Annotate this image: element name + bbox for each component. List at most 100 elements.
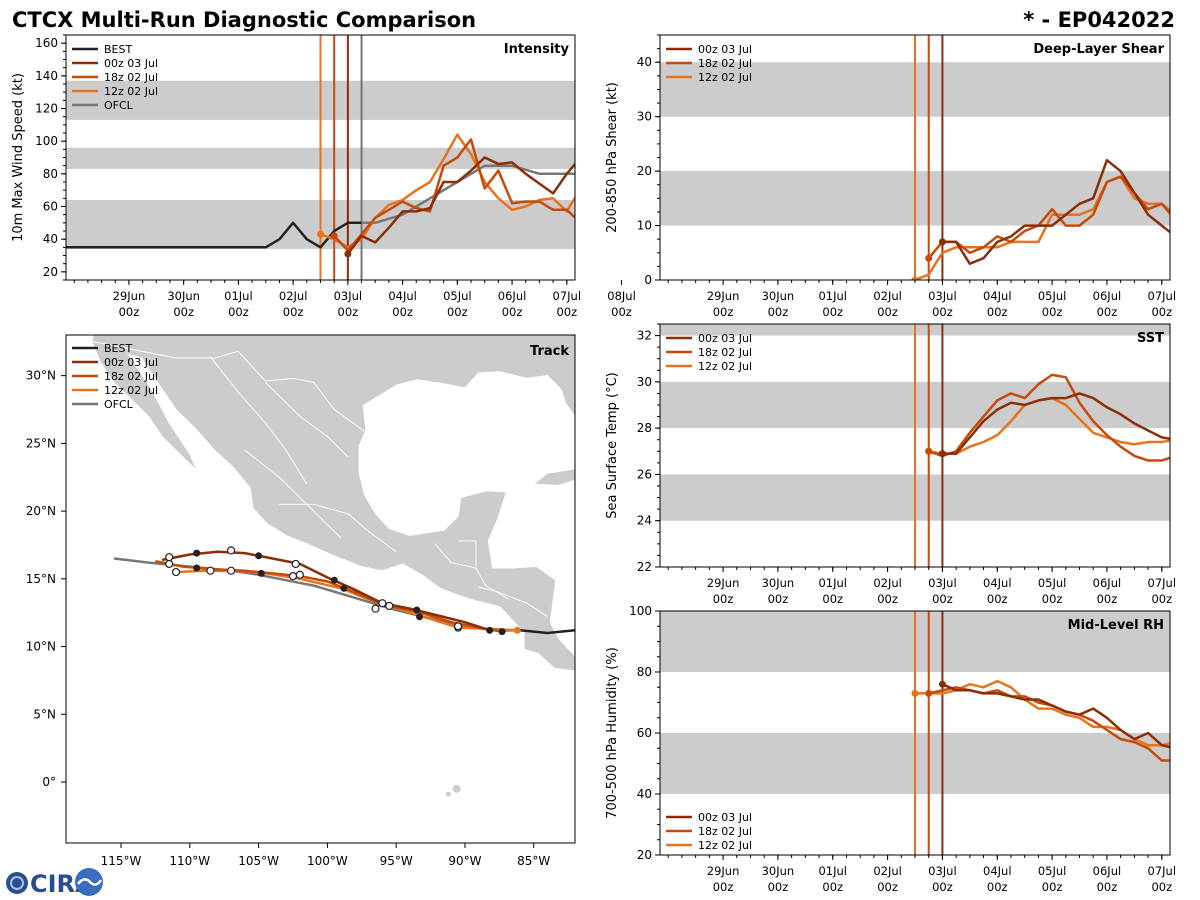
- track-ytick-label: 30°N: [26, 369, 56, 383]
- track-legend-label: BEST: [104, 342, 132, 355]
- rh-legend-label: 12z 02 Jul: [698, 839, 752, 852]
- shear-init-marker: [925, 254, 933, 262]
- shear-init-marker: [938, 238, 946, 246]
- sst-xtick-hour: 00z: [713, 592, 734, 606]
- rh-ytick-label: 80: [637, 665, 652, 679]
- sst-xtick-hour: 00z: [1042, 592, 1063, 606]
- track-point-filled: [330, 576, 338, 584]
- intensity-xtick-hour: 00z: [119, 305, 140, 319]
- track-ytick-label: 20°N: [26, 504, 56, 518]
- track-legend-label: OFCL: [104, 398, 134, 411]
- track-border-line: [279, 503, 397, 553]
- intensity-xtick-day: 02Jul: [279, 289, 308, 303]
- intensity-legend-label: 12z 02 Jul: [104, 85, 158, 98]
- intensity-series-line: [361, 164, 575, 225]
- intensity-xtick-day: 03Jul: [334, 289, 363, 303]
- intensity-xtick-day: 07Jul: [553, 289, 582, 303]
- shear-ytick-label: 10: [637, 219, 652, 233]
- rh-xtick-day: 30Jun: [762, 864, 795, 878]
- intensity-ytick-label: 120: [35, 102, 58, 116]
- rh-xtick-hour: 00z: [713, 880, 734, 894]
- intensity-xtick-day: 05Jul: [443, 289, 472, 303]
- shear-xtick-day: 05Jul: [1038, 289, 1067, 303]
- intensity-init-marker: [330, 232, 338, 240]
- logo-wave-stroke: [77, 878, 103, 886]
- sst-title: SST: [1137, 331, 1164, 346]
- rh-xtick-hour: 00z: [987, 880, 1008, 894]
- intensity-legend-label: 18z 02 Jul: [104, 71, 158, 84]
- sst-xtick-day: 06Jul: [1093, 576, 1122, 590]
- track-map-group: [66, 335, 575, 797]
- shear-series-line: [942, 158, 1170, 265]
- track-xtick-label: 110°W: [169, 854, 210, 868]
- rh-xtick-hour: 00z: [1042, 880, 1063, 894]
- track-point-filled: [416, 613, 424, 621]
- sst-init-marker: [925, 447, 933, 455]
- sst-legend-label: 12z 02 Jul: [698, 360, 752, 373]
- intensity-ytick-label: 40: [43, 232, 58, 246]
- rh-init-marker: [925, 689, 933, 697]
- track-point-filled: [340, 584, 348, 592]
- sst-series-line: [928, 396, 1170, 455]
- rh-ytick-label: 60: [637, 726, 652, 740]
- shear-xtick-day: 02Jul: [873, 289, 902, 303]
- sst-legend-label: 00z 03 Jul: [698, 332, 752, 345]
- intensity-ylabel: 10m Max Wind Speed (kt): [11, 73, 26, 242]
- sst-xtick-hour: 00z: [822, 592, 843, 606]
- track-point-filled: [413, 606, 421, 614]
- rh-xtick-day: 07Jul: [1148, 864, 1177, 878]
- track-point-open: [171, 567, 181, 577]
- track-xtick-label: 95°W: [380, 854, 413, 868]
- track-border-line: [478, 586, 548, 618]
- rh-xtick-hour: 00z: [1097, 880, 1118, 894]
- rh-init-marker: [938, 680, 946, 688]
- intensity-xtick-hour: 00z: [392, 305, 413, 319]
- sst-ytick-label: 28: [637, 421, 652, 435]
- track-legend-label: 00z 03 Jul: [104, 356, 158, 369]
- sst-xtick-hour: 00z: [987, 592, 1008, 606]
- track-point-filled: [257, 569, 265, 577]
- track-galapagos: [445, 791, 451, 797]
- sst-ytick-label: 32: [637, 329, 652, 343]
- shear-xtick-hour: 00z: [713, 305, 734, 319]
- intensity-xtick-hour: 00z: [338, 305, 359, 319]
- track-border-line: [434, 543, 510, 600]
- intensity-xtick-hour: 00z: [556, 305, 577, 319]
- intensity-init-marker: [317, 230, 324, 238]
- shear-xtick-hour: 00z: [987, 305, 1008, 319]
- intensity-xtick-hour: 00z: [283, 305, 304, 319]
- shear-legend-label: 00z 03 Jul: [698, 43, 752, 56]
- shear-xtick-hour: 00z: [1097, 305, 1118, 319]
- track-point-filled: [255, 552, 263, 560]
- track-xtick-label: 100°W: [307, 854, 348, 868]
- sst-series-line: [928, 373, 1170, 462]
- rh-init-marker: [911, 689, 919, 697]
- shear-xtick-hour: 00z: [768, 305, 789, 319]
- track-border-line: [244, 449, 342, 539]
- rh-xtick-day: 04Jul: [983, 864, 1012, 878]
- intensity-ytick-label: 140: [35, 69, 58, 83]
- shear-init-marker: [911, 276, 919, 280]
- track-xtick-label: 90°W: [448, 854, 481, 868]
- shear-xtick-hour: 00z: [877, 305, 898, 319]
- rh-xtick-hour: 00z: [1151, 880, 1172, 894]
- shear-title: Deep-Layer Shear: [1033, 42, 1164, 57]
- shear-series-line: [927, 175, 1170, 260]
- rh-xtick-hour: 00z: [932, 880, 953, 894]
- rh-xtick-day: 02Jul: [873, 864, 902, 878]
- rh-ylabel: 700-500 hPa Humidity (%): [605, 647, 620, 819]
- storm-id: * - EP042022: [1023, 8, 1175, 32]
- track-frame: [65, 334, 576, 844]
- intensity-xtick-hour: 00z: [173, 305, 194, 319]
- track-point-open: [378, 599, 387, 608]
- intensity-ytick-label: 60: [43, 200, 58, 214]
- track-border-line: [210, 356, 308, 485]
- track-panel: 115°W 110°W 105°W 100°W 95°W 90°W 85°W 0° 5°N 10°…: [26, 334, 576, 868]
- rh-ytick-label: 100: [629, 604, 652, 618]
- rh-xtick-day: 05Jul: [1038, 864, 1067, 878]
- sst-ytick-label: 30: [637, 375, 652, 389]
- track-point-filled: [193, 564, 201, 572]
- shear-xtick-hour: 00z: [932, 305, 953, 319]
- shear-ylabel: 200-850 hPa Shear (kt): [605, 82, 620, 233]
